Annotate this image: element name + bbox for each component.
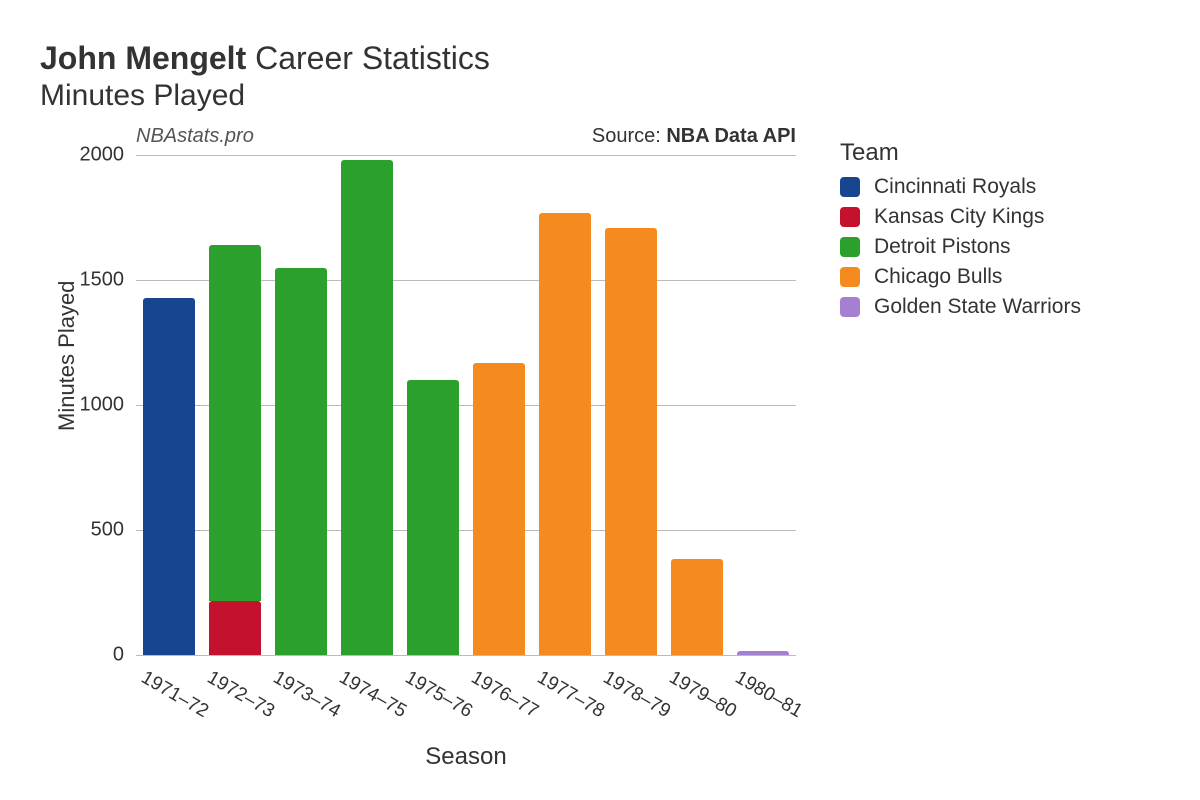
watermark: NBAstats.pro (136, 125, 254, 148)
x-tick-label: 1975–76 (401, 667, 476, 723)
plot-region: 0500100015002000 (136, 155, 796, 655)
legend-label: Kansas City Kings (874, 205, 1044, 229)
bar-segment (275, 268, 328, 656)
page-title: John Mengelt Career Statistics (40, 40, 1170, 77)
x-tick-label: 1979–80 (665, 667, 740, 723)
bar-segment (671, 559, 724, 655)
bar-segment (143, 298, 196, 656)
legend-item: Cincinnati Royals (840, 175, 1081, 199)
legend: Team Cincinnati Royals Kansas City Kings D… (840, 139, 1081, 325)
bar-1974–75 (341, 155, 394, 655)
x-tick-label: 1977–78 (533, 667, 608, 723)
bar-segment (209, 245, 262, 601)
bar-segment (341, 160, 394, 655)
y-tick-label: 1500 (64, 269, 124, 292)
legend-swatch (840, 177, 860, 197)
bar-segment (407, 380, 460, 655)
x-tick-label: 1976–77 (467, 667, 542, 723)
bar-1973–74 (275, 155, 328, 655)
source-prefix: Source: (592, 125, 666, 147)
source-line: Source: NBA Data API (592, 125, 796, 148)
bar-1972–73 (209, 155, 262, 655)
x-tick-label: 1971–72 (137, 667, 212, 723)
bar-segment (737, 651, 790, 655)
legend-item: Detroit Pistons (840, 235, 1081, 259)
legend-swatch (840, 297, 860, 317)
bar-1971–72 (143, 155, 196, 655)
legend-label: Chicago Bulls (874, 265, 1002, 289)
legend-label: Cincinnati Royals (874, 175, 1036, 199)
x-tick-label: 1974–75 (335, 667, 410, 723)
grid-line (136, 655, 796, 656)
legend-label: Golden State Warriors (874, 295, 1081, 319)
bar-segment (539, 213, 592, 656)
legend-title: Team (840, 139, 1081, 167)
legend-swatch (840, 207, 860, 227)
bar-1978–79 (605, 155, 658, 655)
bar-1979–80 (671, 155, 724, 655)
player-name: John Mengelt (40, 40, 246, 76)
x-axis-title: Season (136, 743, 796, 771)
x-axis-labels: 1971–721972–731973–741974–751975–761976–… (136, 663, 796, 723)
page-subtitle: Minutes Played (40, 79, 1170, 113)
y-tick-label: 500 (64, 519, 124, 542)
title-rest: Career Statistics (246, 40, 490, 76)
source-name: NBA Data API (666, 125, 796, 147)
legend-item: Golden State Warriors (840, 295, 1081, 319)
x-tick-label: 1978–79 (599, 667, 674, 723)
chart-area: NBAstats.pro Source: NBA Data API Minute… (40, 131, 820, 655)
y-tick-label: 1000 (64, 394, 124, 417)
x-tick-label: 1973–74 (269, 667, 344, 723)
legend-item: Chicago Bulls (840, 265, 1081, 289)
bar-1980–81 (737, 155, 790, 655)
bar-segment (473, 363, 526, 656)
legend-swatch (840, 237, 860, 257)
bar-1977–78 (539, 155, 592, 655)
bar-segment (209, 601, 262, 655)
x-tick-label: 1972–73 (203, 667, 278, 723)
bar-segment (605, 228, 658, 656)
x-tick-label: 1980–81 (731, 667, 806, 723)
y-tick-label: 2000 (64, 144, 124, 167)
legend-item: Kansas City Kings (840, 205, 1081, 229)
bar-1976–77 (473, 155, 526, 655)
legend-swatch (840, 267, 860, 287)
y-tick-label: 0 (64, 644, 124, 667)
bar-1975–76 (407, 155, 460, 655)
legend-label: Detroit Pistons (874, 235, 1011, 259)
